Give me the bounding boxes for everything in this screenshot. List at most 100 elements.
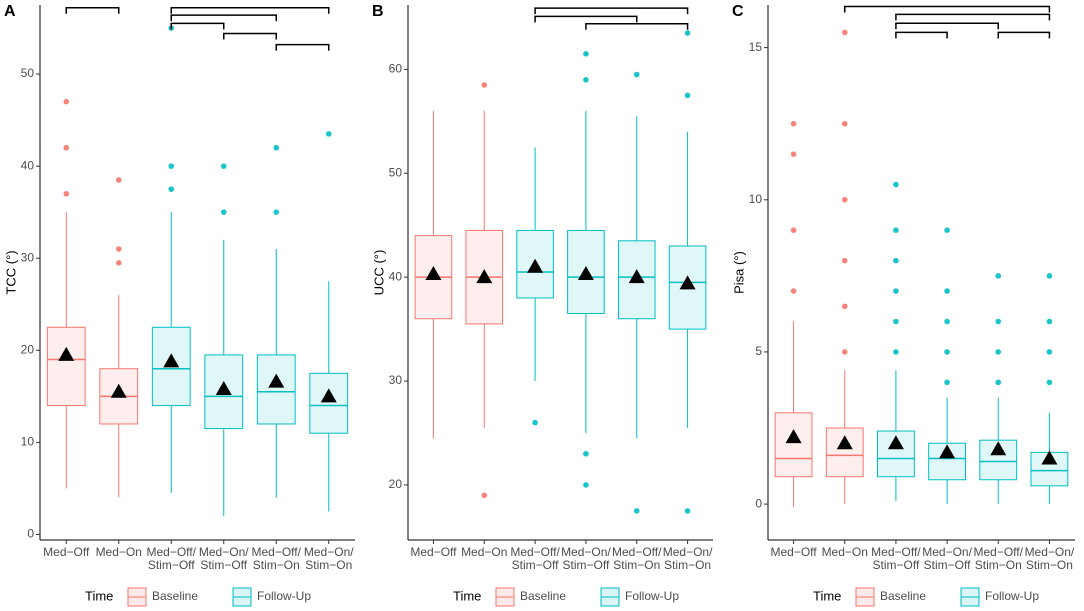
outlier [995,349,1002,355]
y-axis-title: TCC (°) [3,250,18,294]
y-tick-label: 0 [27,527,34,541]
outlier [841,349,848,355]
outlier [63,98,70,105]
y-axis-title: UCC (°) [371,250,386,296]
x-tick-label: Med−On [822,545,868,559]
y-tick-label: 40 [389,269,403,283]
x-tick-label: Med−Off [771,545,818,559]
y-axis-title: Pisa (°) [731,251,746,294]
outlier [944,318,950,325]
y-tick-label: 0 [755,496,762,510]
significance-bracket [275,43,330,51]
legend-title: Time [813,588,841,603]
legend-label: Follow-Up [985,589,1039,603]
mean-marker [110,383,127,398]
outlier [325,131,332,137]
box [979,439,1018,481]
outlier [583,76,589,83]
outlier [944,227,950,233]
outlier [1046,318,1053,325]
mean-marker [476,269,493,284]
mean-marker [163,353,180,368]
legend-label: Baseline [152,589,198,603]
x-tick-label: Med−On/Stim−Off [922,545,972,572]
outlier [841,303,848,310]
outlier [944,288,950,294]
outlier [481,492,488,499]
mean-marker [268,373,285,388]
outlier [995,273,1002,279]
y-tick-label: 50 [389,165,403,179]
x-tick-label: Med−On/Stim−Off [561,545,611,572]
significance-bracket [895,22,999,30]
box [46,326,86,407]
significance-bracket [534,7,689,15]
mean-marker [887,435,904,450]
outlier [168,163,175,169]
legend-label: Baseline [880,589,926,603]
legend-label: Follow-Up [257,589,311,603]
outlier [995,318,1002,325]
outlier [893,181,899,188]
mean-marker [58,346,75,361]
y-tick-label: 5 [755,344,762,358]
outlier [995,379,1002,386]
y-tick-label: 10 [749,192,763,206]
outlier [944,379,950,386]
x-tick-label: Med−Off/Stim−On [974,545,1024,572]
x-tick-label: Med−On/Stim−On [304,545,354,572]
outlier [841,196,848,203]
outlier [1046,379,1053,386]
x-tick-label: Med−Off/Stim−On [252,545,302,572]
mean-marker [939,444,956,459]
outlier [684,508,691,514]
y-tick-label: 40 [21,158,35,172]
outlier [790,227,797,233]
panel-label: B [372,3,384,20]
outlier [168,186,175,192]
outlier [63,144,70,151]
outlier [633,71,640,78]
box [774,412,813,478]
mean-marker [577,266,594,281]
x-tick-label: Med−On/Stim−On [1025,545,1075,572]
panel-label: C [732,3,744,20]
outlier [893,257,899,264]
mean-marker [785,429,802,444]
outlier [481,82,488,88]
significance-bracket [170,22,225,30]
outlier [841,120,848,127]
outlier [790,120,797,127]
outlier [1046,349,1053,355]
significance-bracket [223,32,277,40]
x-tick-label: Med−Off [410,545,457,559]
outlier [893,288,899,294]
outlier [893,227,899,233]
x-tick-label: Med−On [461,545,507,559]
outlier [273,144,280,151]
box [309,372,349,434]
outlier [893,318,899,325]
outlier [841,29,848,36]
outlier [684,30,691,36]
mean-marker [320,388,337,403]
mean-marker [628,269,645,284]
x-tick-label: Med−Off/Stim−On [612,545,662,572]
outlier [115,246,122,252]
legend-label: Follow-Up [625,589,679,603]
mean-marker [990,441,1007,456]
outlier [115,260,122,266]
legend-title: Time [85,588,113,603]
significance-bracket [895,31,948,39]
x-tick-label: Med−On/Stim−On [663,545,713,572]
outlier [63,190,70,197]
significance-bracket [844,5,1051,13]
mean-marker [1041,450,1058,465]
significance-bracket [997,31,1051,39]
mean-marker [425,266,442,281]
mean-marker [679,275,696,290]
y-tick-label: 30 [389,373,403,387]
outlier [532,419,538,426]
legend-label: Baseline [520,589,566,603]
